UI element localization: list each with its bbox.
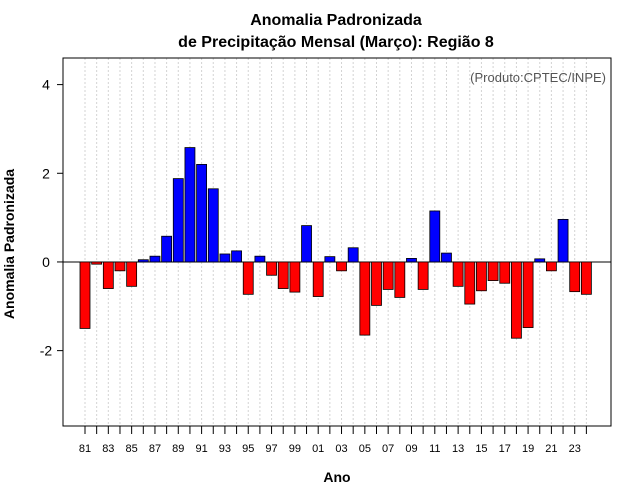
bar-1987: [149, 255, 161, 263]
bar-2020: [534, 258, 546, 263]
bar-2009: [406, 258, 417, 263]
bar-2014: [464, 261, 476, 305]
x-tick-label: 89: [172, 443, 184, 455]
x-axis-label: Ano: [323, 469, 350, 485]
chart-title-line1: Anomalia Padronizada: [250, 12, 422, 29]
x-tick-label: 01: [312, 443, 324, 455]
bar-1981: [79, 261, 91, 329]
y-tick-label: -2: [40, 343, 53, 359]
bar-1984: [114, 261, 126, 272]
bar-1995: [242, 261, 254, 295]
bar-2008: [394, 261, 406, 298]
bar-1988: [161, 235, 173, 263]
y-tick-label: 0: [42, 254, 50, 270]
bar-2003: [336, 261, 347, 272]
grid-lines: [84, 58, 587, 426]
bar-2019: [522, 261, 534, 328]
bar-1991: [196, 164, 208, 263]
x-tick-label: 19: [522, 443, 534, 455]
bar-2018: [511, 261, 522, 339]
bar-2002: [324, 256, 336, 263]
x-tick-label: 05: [359, 443, 371, 455]
bar-2017: [499, 261, 511, 284]
x-tick-label: 09: [405, 443, 417, 455]
bar-1994: [231, 250, 242, 263]
bar-1993: [219, 253, 231, 263]
x-tick-label: 81: [79, 443, 91, 455]
bar-2006: [371, 261, 382, 306]
x-tick-label: 17: [499, 443, 511, 455]
bar-1982: [91, 261, 103, 265]
bar-1999: [289, 261, 301, 293]
chart-title-line2: de Precipitação Mensal (Março): Região 8: [178, 34, 494, 51]
x-tick-label: 15: [475, 443, 487, 455]
y-tick-label: 2: [42, 165, 50, 181]
x-axis: 81 83 85 87 89 91 93 95 97 99 01 03 05 07 09 11 13 15 17 19…: [79, 426, 587, 455]
bars: [79, 147, 592, 339]
bar-2011: [429, 210, 441, 263]
x-tick-label: 95: [242, 443, 254, 455]
x-tick-label: 91: [195, 443, 207, 455]
x-tick-label: 97: [265, 443, 277, 455]
y-axis-label: Anomalia Padronizada: [1, 169, 17, 319]
credit-label: (Produto:CPTEC/INPE): [470, 70, 606, 85]
x-tick-label: 13: [452, 443, 464, 455]
bar-2016: [487, 261, 499, 281]
bar-2012: [441, 252, 452, 263]
x-tick-label: 03: [335, 443, 347, 455]
y-axis: 4 2 0 -2: [40, 77, 63, 359]
bar-2004: [347, 247, 359, 263]
x-tick-label: 99: [289, 443, 301, 455]
x-tick-label: 83: [102, 443, 114, 455]
bar-2001: [312, 261, 324, 297]
x-tick-label: 93: [219, 443, 231, 455]
bar-1985: [126, 261, 138, 287]
x-tick-label: 07: [382, 443, 394, 455]
x-tick-label: 23: [569, 443, 581, 455]
bar-2024: [580, 261, 592, 295]
bar-2022: [557, 218, 569, 263]
bar-2021: [546, 261, 557, 272]
bar-1992: [207, 188, 219, 263]
x-tick-label: 87: [149, 443, 161, 455]
bar-2010: [417, 261, 429, 290]
bar-1983: [102, 261, 114, 289]
bar-1990: [184, 147, 196, 263]
bar-1986: [137, 259, 149, 263]
bar-2023: [569, 261, 581, 293]
bar-2013: [452, 261, 464, 287]
bar-1989: [172, 178, 184, 263]
bar-1997: [266, 261, 277, 276]
y-tick-label: 4: [42, 77, 50, 93]
bar-2000: [301, 225, 312, 263]
x-tick-label: 85: [126, 443, 138, 455]
bar-1996: [254, 255, 266, 263]
bar-1998: [277, 261, 289, 289]
plot-frame: [62, 57, 612, 427]
bar-2005: [359, 261, 371, 336]
bar-2015: [476, 261, 487, 292]
x-tick-label: 21: [545, 443, 557, 455]
x-tick-label: 11: [429, 443, 440, 455]
bar-2007: [382, 261, 394, 290]
